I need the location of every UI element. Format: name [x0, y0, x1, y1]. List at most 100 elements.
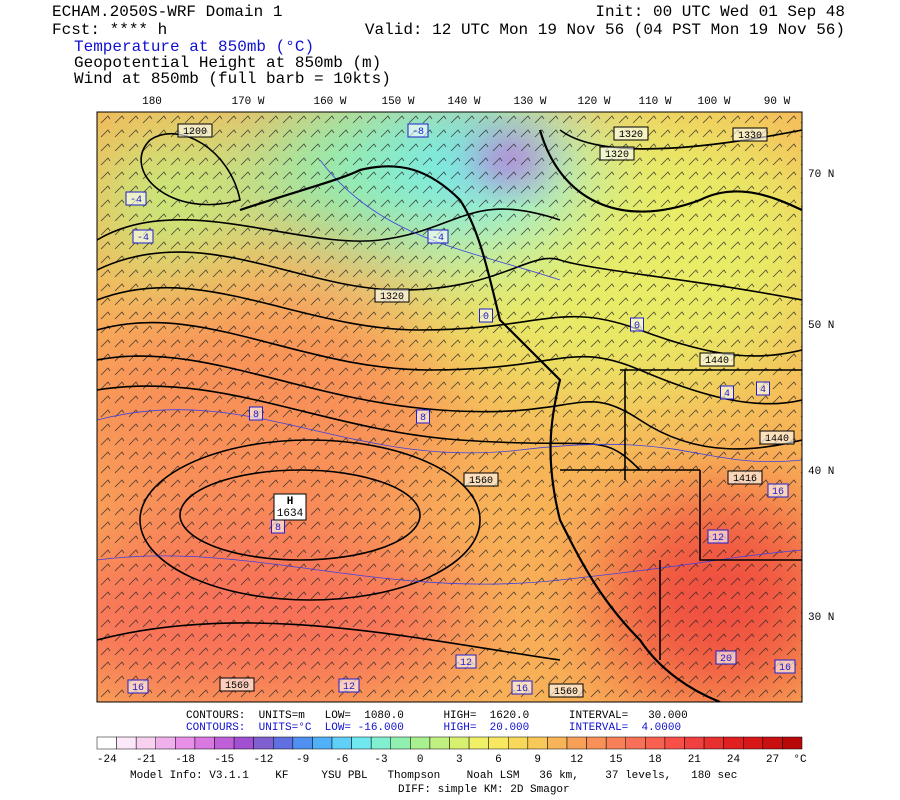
contour-label-box [774, 659, 796, 674]
colorbar-swatch [214, 736, 235, 750]
colorbar-swatch [703, 736, 724, 750]
contour-label-box [630, 317, 644, 332]
contour-label-box [125, 191, 147, 206]
state-borders [560, 369, 802, 660]
colorbar-swatch [96, 736, 117, 750]
colorbar-swatch [135, 736, 157, 750]
diff-info: DIFF: simple KM: 2D Smagor [398, 784, 570, 796]
contour-label: 16 [516, 684, 528, 695]
contour-label-box [599, 146, 635, 161]
colorbar-swatch [331, 736, 352, 750]
contour-label-box [219, 677, 255, 692]
contour [97, 286, 802, 357]
latitude-label: 40 N [808, 466, 834, 478]
colorbar-swatch [664, 736, 685, 750]
title: ECHAM.2050S-WRF Domain 1 [52, 3, 282, 21]
contour-label-box [463, 472, 499, 487]
field-temperature: Temperature at 850mb (°C) [74, 38, 314, 56]
contour-label-box [427, 229, 449, 244]
colorbar-swatch [547, 736, 568, 750]
colorbar-label: 15 [609, 754, 622, 766]
contour-label-box [707, 529, 729, 544]
colorbar-swatch [527, 736, 548, 750]
longitude-label: 120 W [577, 96, 610, 108]
longitude-label: 110 W [638, 96, 671, 108]
contour [97, 355, 802, 450]
colorbar-swatch [625, 736, 646, 750]
contour-label-box [548, 683, 584, 698]
map-field [97, 112, 802, 702]
contour-label: 1416 [733, 474, 757, 485]
contour-label: -8 [412, 127, 424, 138]
colorbar-label: -6 [335, 754, 348, 766]
colorbar-swatch [645, 736, 666, 750]
colorbar-swatch [488, 736, 509, 750]
contour-label-box [756, 381, 770, 396]
contour-labels: 1200132013201330132014401440141615601560… [125, 123, 796, 698]
contour-label: 1320 [619, 130, 643, 141]
colorbar-swatch [723, 736, 744, 750]
field-wind: Wind at 850mb (full barb = 10kts) [74, 70, 391, 88]
longitude-label: 160 W [313, 96, 346, 108]
colorbar-label: 9 [534, 754, 541, 766]
longitude-labels: 180 170 W 160 W 150 W 140 W 130 W 120 W 110 W 10… [142, 96, 791, 108]
contour-label-box [127, 679, 149, 694]
contour-label-box [374, 288, 410, 303]
colorbar-swatch [566, 736, 587, 750]
colorbar-swatch [253, 736, 274, 750]
contour-label: 8 [275, 523, 281, 534]
contour-label-box [699, 352, 735, 367]
contour-label-box [732, 127, 768, 142]
contour-label: 8 [420, 413, 426, 424]
latitude-labels: 70 N 50 N 40 N 30 N [808, 169, 834, 624]
high-value: 1634 [277, 508, 304, 520]
contour-label-box [511, 680, 533, 695]
contour-info-height: CONTOURS: UNITS=m LOW= 1080.0 HIGH= 1620… [186, 710, 688, 722]
colorbar: -24 -21 -18 -15 -12 -9 -6 -3 0 3 6 9 12 15 18 21 24 27 [96, 736, 803, 766]
colorbar-swatch [390, 736, 411, 750]
contour-label: 1560 [554, 687, 578, 698]
colorbar-swatch [116, 736, 137, 750]
contour-label: 12 [343, 682, 355, 693]
contour-info-temperature: CONTOURS: UNITS=°C LOW= -16.000 HIGH= 20… [186, 722, 681, 734]
colorbar-label: -21 [136, 754, 156, 766]
contour-label-box [407, 123, 429, 138]
colorbar-label: 12 [570, 754, 583, 766]
contour-label-box [177, 123, 213, 138]
longitude-label: 100 W [697, 96, 730, 108]
colorbar-label: -3 [374, 754, 387, 766]
contour-label-box [727, 470, 763, 485]
contour-label-box [338, 678, 360, 693]
map-frame [96, 111, 803, 703]
colorbar-label: 3 [456, 754, 463, 766]
coastlines [239, 129, 802, 702]
longitude-label: 150 W [381, 96, 414, 108]
contour-label-box [767, 483, 789, 498]
valid-time: Valid: 12 UTC Mon 19 Nov 56 (04 PST Mon … [365, 21, 845, 39]
colorbar-swatch [312, 736, 333, 750]
colorbar-swatch [508, 736, 529, 750]
contour-label-box [249, 406, 263, 421]
contour [179, 469, 421, 561]
colorbar-swatch [782, 736, 803, 750]
field-height: Geopotential Height at 850mb (m) [74, 54, 381, 72]
contour-label: -4 [432, 233, 444, 244]
contour-label: 0 [483, 312, 489, 323]
colorbar-swatch [743, 736, 764, 750]
colorbar-label: 0 [417, 754, 424, 766]
longitude-label: 130 W [513, 96, 546, 108]
contour-label-box [416, 409, 430, 424]
colorbar-swatch [155, 736, 176, 750]
colorbar-label: -12 [254, 754, 274, 766]
colorbar-label: -18 [175, 754, 195, 766]
longitude-label: 180 [142, 96, 162, 108]
colorbar-swatch [605, 736, 627, 750]
colorbar-label: 18 [649, 754, 662, 766]
contour-label: 1330 [738, 131, 762, 142]
contour-label-box [479, 308, 493, 323]
contour-label: 1200 [183, 127, 207, 138]
high-box [273, 493, 307, 521]
colorbar-swatch [468, 736, 489, 750]
contour [97, 622, 561, 661]
